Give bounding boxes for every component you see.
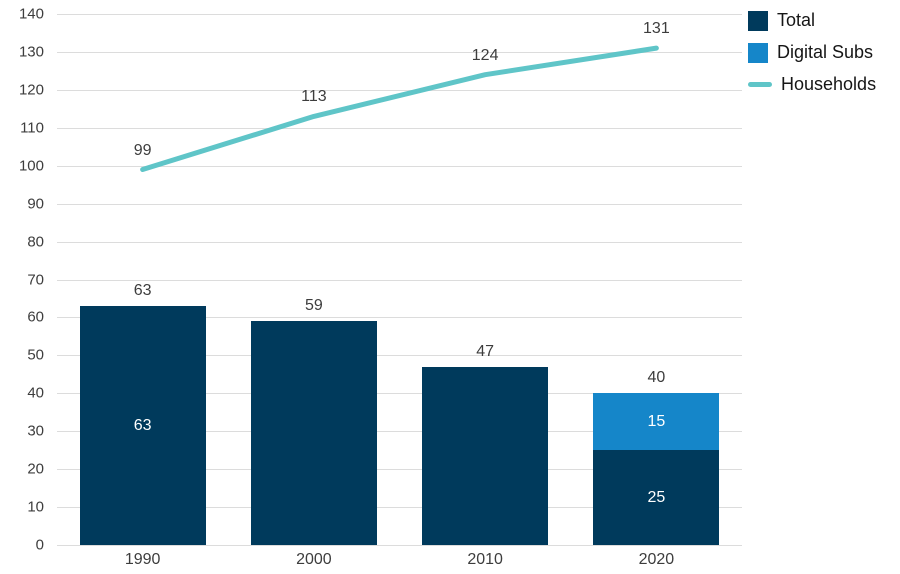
gridline <box>57 51 742 53</box>
gridline <box>57 279 742 281</box>
bar-segment-total <box>422 366 549 545</box>
y-axis-tick-label: 30 <box>27 422 44 440</box>
legend-item-digital-subs: Digital Subs <box>748 42 876 63</box>
line-point-label: 99 <box>133 141 152 159</box>
x-axis-tick-label: 2000 <box>296 551 332 568</box>
y-axis-tick-label: 50 <box>27 346 44 364</box>
y-axis-tick-label: 0 <box>35 536 44 554</box>
bar-total-label: 47 <box>476 342 495 360</box>
y-axis-tick-label: 40 <box>27 384 44 402</box>
households-line-swatch-icon <box>748 82 772 87</box>
bar-segment-value-label: 25 <box>647 488 666 506</box>
x-axis-tick-label: 2020 <box>638 551 675 568</box>
gridline <box>57 241 742 243</box>
y-axis-tick-label: 80 <box>27 233 44 251</box>
households-line-path <box>140 45 659 173</box>
y-axis-tick-label: 120 <box>18 81 44 99</box>
gridline <box>57 545 742 546</box>
bar-total-label: 63 <box>133 282 152 300</box>
gridline <box>57 507 742 509</box>
legend-item-households: Households <box>748 74 876 95</box>
y-axis-tick-label: 70 <box>27 271 44 288</box>
y-axis-tick-label: 10 <box>27 498 44 516</box>
gridline <box>57 355 742 357</box>
gridline <box>57 203 742 205</box>
bar-total-label: 59 <box>304 297 323 315</box>
y-axis-tick-label: 100 <box>18 157 44 175</box>
gridline <box>57 165 742 167</box>
line-point-label: 113 <box>301 88 327 106</box>
y-axis-tick-label: 60 <box>27 308 44 326</box>
bar-segment-value-label: 63 <box>133 416 152 434</box>
legend-item-total: Total <box>748 10 876 31</box>
y-axis-tick-label: 140 <box>18 5 44 23</box>
bar-segment-total <box>79 306 206 545</box>
gridline <box>57 14 742 15</box>
bar-segment-total <box>250 321 377 545</box>
gridline <box>57 127 742 129</box>
line-point-label: 131 <box>643 20 670 38</box>
bar-segment-total <box>593 450 720 545</box>
gridline <box>57 469 742 471</box>
legend-label-total: Total <box>777 10 816 30</box>
x-axis-tick-label: 1990 <box>124 551 161 568</box>
line-point-label: 124 <box>471 46 499 64</box>
digital-subs-swatch-icon <box>748 42 768 63</box>
y-axis-tick-label: 90 <box>27 195 44 213</box>
y-axis-tick-label: 20 <box>27 460 44 478</box>
gridline <box>57 317 742 319</box>
gridline <box>57 89 742 91</box>
y-axis-tick-label: 110 <box>20 119 44 137</box>
bar-total-label: 40 <box>647 369 666 387</box>
x-axis-tick-label: 2010 <box>467 551 503 568</box>
gridline <box>57 393 742 395</box>
y-axis-tick-label: 130 <box>18 43 44 61</box>
gridline <box>57 431 742 433</box>
legend-label-households: Households <box>781 74 877 94</box>
legend-label-digital-subs: Digital Subs <box>777 42 874 62</box>
bar-segment-digital-subs <box>593 393 720 451</box>
total-swatch-icon <box>748 10 768 31</box>
bar-segment-value-label: 15 <box>647 412 666 430</box>
legend: Total Digital Subs Households <box>748 10 876 95</box>
